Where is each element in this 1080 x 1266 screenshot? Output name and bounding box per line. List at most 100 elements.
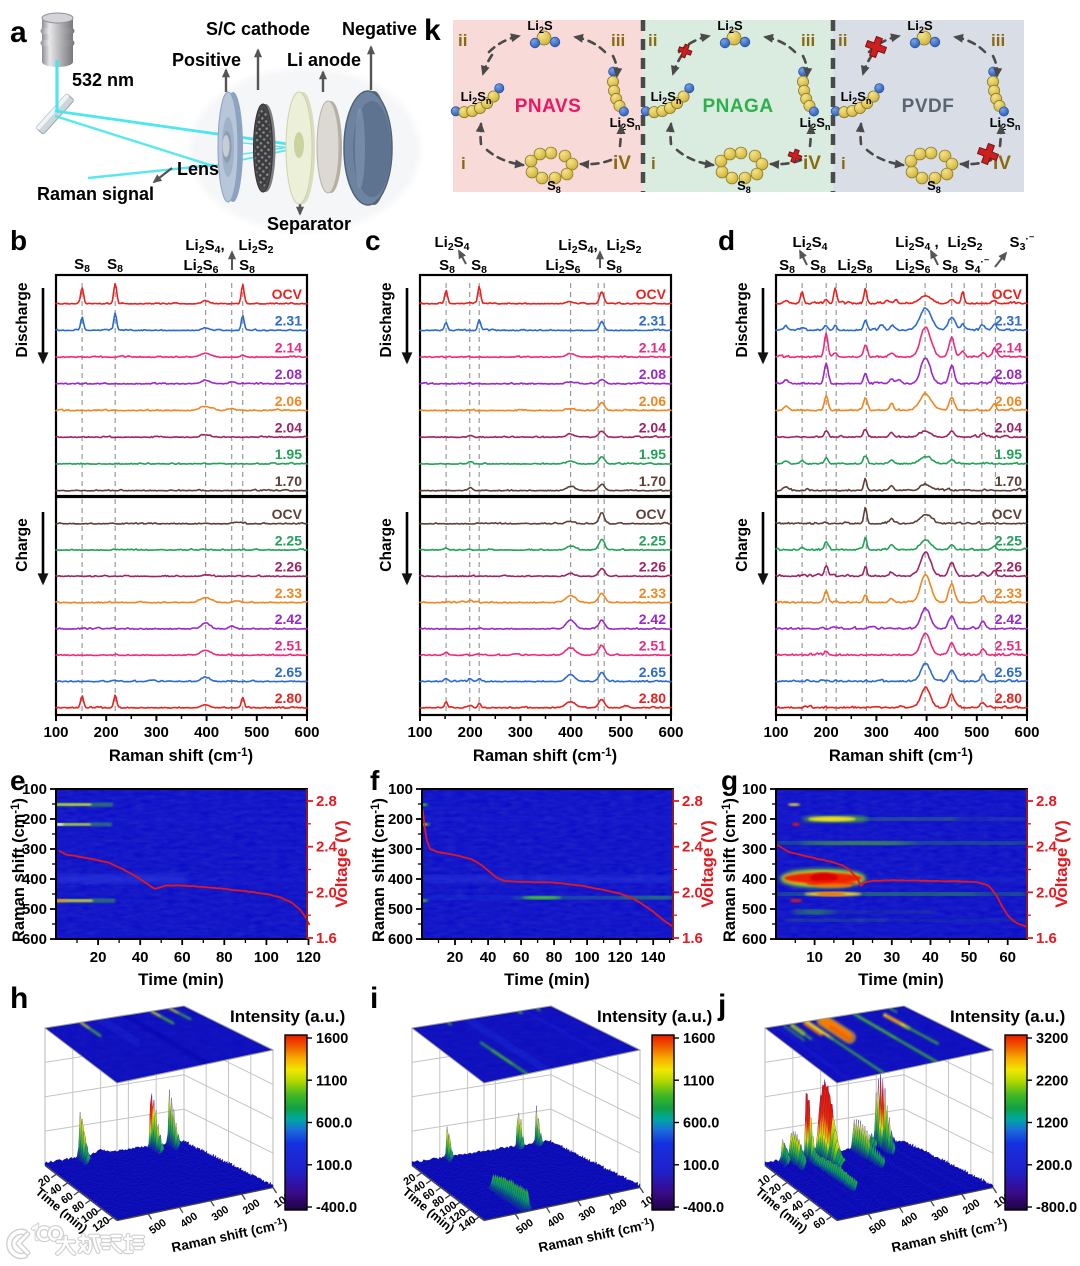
svg-text:500: 500: [244, 724, 269, 741]
svg-text:300: 300: [144, 724, 169, 741]
svg-text:1.70: 1.70: [995, 473, 1022, 489]
svg-text:S8: S8: [471, 257, 487, 276]
svg-text:Separator: Separator: [267, 214, 351, 234]
svg-text:Li2S: Li2S: [907, 18, 933, 35]
svg-text:2.08: 2.08: [639, 366, 666, 382]
svg-text:500: 500: [388, 901, 413, 918]
svg-text:10: 10: [806, 949, 823, 966]
svg-text:2.31: 2.31: [639, 313, 666, 329]
svg-text:2.0: 2.0: [1036, 884, 1057, 901]
svg-text:300: 300: [864, 724, 889, 741]
svg-text:S8: S8: [737, 178, 751, 195]
svg-text:1600: 1600: [316, 1031, 348, 1047]
svg-text:60: 60: [513, 949, 530, 966]
svg-text:2.04: 2.04: [639, 420, 666, 436]
svg-text:Li2S2: Li2S2: [606, 237, 641, 256]
svg-text:PNAGA: PNAGA: [702, 96, 773, 117]
svg-text:S8: S8: [74, 256, 90, 275]
svg-text:40: 40: [48, 1182, 65, 1199]
svg-text:2.80: 2.80: [995, 690, 1022, 706]
svg-text:b: b: [10, 225, 27, 256]
svg-text:400: 400: [178, 1210, 200, 1230]
svg-text:2.42: 2.42: [995, 611, 1022, 627]
svg-text:2.08: 2.08: [995, 366, 1022, 382]
svg-text:300: 300: [210, 1204, 232, 1224]
svg-text:400: 400: [545, 1210, 567, 1230]
svg-text:2.31: 2.31: [995, 313, 1022, 329]
svg-text:OCV: OCV: [992, 286, 1023, 302]
svg-text:2.0: 2.0: [682, 884, 703, 901]
svg-text:2.06: 2.06: [275, 393, 302, 409]
svg-text:S8: S8: [942, 257, 958, 276]
svg-text:2.65: 2.65: [995, 664, 1022, 680]
svg-text:2.06: 2.06: [995, 393, 1022, 409]
svg-text:1.6: 1.6: [682, 930, 703, 947]
svg-text:60: 60: [174, 949, 191, 966]
svg-text:20: 20: [447, 949, 464, 966]
svg-text:Discharge: Discharge: [378, 282, 395, 357]
svg-text:2.33: 2.33: [995, 585, 1022, 601]
svg-text:S8: S8: [810, 257, 826, 276]
svg-text:1200: 1200: [1036, 1116, 1068, 1132]
svg-text:2.80: 2.80: [639, 690, 666, 706]
svg-text:200: 200: [742, 811, 767, 828]
svg-text:2.4: 2.4: [316, 839, 338, 856]
svg-text:Intensity (a.u.): Intensity (a.u.): [597, 1007, 712, 1026]
svg-text:300: 300: [577, 1204, 599, 1224]
svg-text:600: 600: [388, 931, 413, 948]
svg-text:2.4: 2.4: [1036, 839, 1058, 856]
svg-text:S8: S8: [239, 257, 255, 276]
svg-text:Li2S8: Li2S8: [837, 257, 872, 276]
svg-text:Li2S2: Li2S2: [238, 237, 273, 256]
svg-text:OCV: OCV: [272, 286, 303, 302]
svg-text:iii: iii: [991, 31, 1005, 50]
svg-text:60: 60: [421, 1186, 438, 1203]
svg-text:Raman shift (cm-1): Raman shift (cm-1): [473, 747, 617, 765]
svg-text:600: 600: [658, 724, 683, 741]
svg-text:2.14: 2.14: [275, 339, 302, 355]
svg-text:2.8: 2.8: [682, 793, 703, 810]
svg-text:2.42: 2.42: [275, 611, 302, 627]
svg-text:200: 200: [22, 811, 47, 828]
svg-text:ii: ii: [648, 31, 657, 50]
svg-text:Time (min): Time (min): [858, 970, 944, 989]
svg-text:500: 500: [742, 901, 767, 918]
svg-text:20: 20: [36, 1173, 53, 1190]
svg-text:500: 500: [867, 1217, 889, 1237]
svg-text:100.0: 100.0: [316, 1158, 352, 1174]
svg-text:S3·⁻: S3·⁻: [1010, 233, 1035, 253]
svg-text:S4·⁻: S4·⁻: [965, 256, 990, 276]
svg-text:2.4: 2.4: [682, 839, 704, 856]
svg-text:400: 400: [22, 871, 47, 888]
svg-text:c: c: [365, 225, 381, 256]
svg-text:2.26: 2.26: [275, 559, 302, 575]
svg-text:20: 20: [90, 949, 107, 966]
svg-text:Li2S4: Li2S4: [792, 234, 827, 253]
svg-text:1.6: 1.6: [316, 930, 337, 947]
svg-text:2.04: 2.04: [995, 420, 1022, 436]
svg-text:600.0: 600.0: [683, 1116, 719, 1132]
svg-text:300: 300: [508, 724, 533, 741]
svg-text:Li2Sn: Li2Sn: [461, 89, 492, 106]
svg-text:2.65: 2.65: [639, 664, 666, 680]
svg-text:300: 300: [388, 841, 413, 858]
svg-text:500: 500: [964, 724, 989, 741]
svg-text:60: 60: [999, 949, 1016, 966]
svg-text:OCV: OCV: [636, 506, 667, 522]
svg-text:40: 40: [922, 949, 939, 966]
svg-text:iii: iii: [611, 31, 625, 50]
svg-text:120: 120: [296, 949, 321, 966]
svg-text:300: 300: [742, 841, 767, 858]
svg-text:S/C cathode: S/C cathode: [206, 19, 310, 39]
svg-text:2.33: 2.33: [275, 585, 302, 601]
svg-text:2.8: 2.8: [1036, 793, 1057, 810]
svg-text:600: 600: [1014, 724, 1039, 741]
svg-text:Raman shift (cm-1): Raman shift (cm-1): [370, 798, 388, 942]
svg-text:1.70: 1.70: [275, 473, 302, 489]
svg-text:500: 500: [147, 1217, 169, 1237]
svg-text:-800.0: -800.0: [1036, 1200, 1077, 1216]
svg-text:Li2S6: Li2S6: [545, 257, 580, 276]
svg-text:d: d: [718, 225, 735, 256]
svg-text:Voltage (V): Voltage (V): [1052, 820, 1071, 908]
svg-text:40: 40: [411, 1179, 428, 1196]
